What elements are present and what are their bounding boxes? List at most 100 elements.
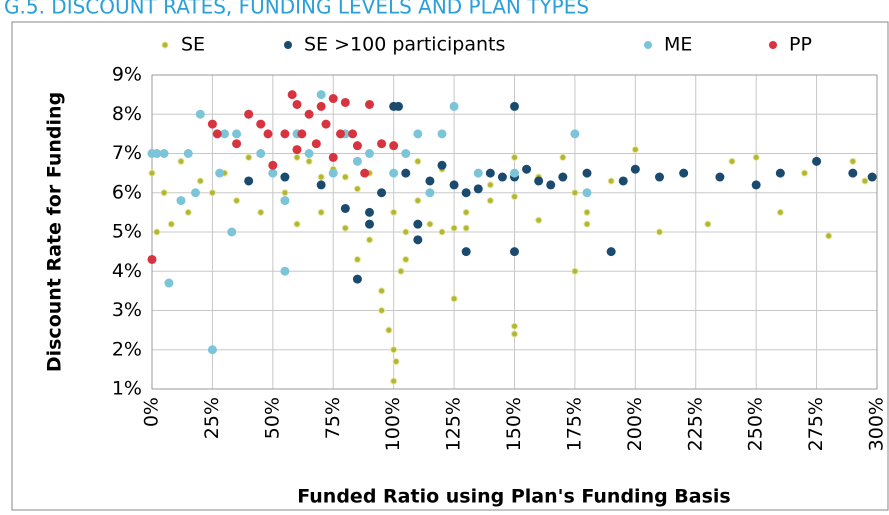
point bbox=[582, 168, 592, 178]
point bbox=[392, 358, 400, 366]
point bbox=[164, 278, 174, 288]
point bbox=[184, 208, 192, 216]
point bbox=[546, 180, 556, 190]
point bbox=[378, 287, 386, 295]
x-tick-label: 150% bbox=[503, 397, 525, 451]
point bbox=[244, 176, 254, 186]
point bbox=[233, 197, 241, 205]
point bbox=[377, 188, 387, 198]
point bbox=[153, 228, 161, 236]
point bbox=[486, 181, 494, 189]
point bbox=[535, 216, 543, 224]
point bbox=[776, 208, 784, 216]
point bbox=[630, 164, 640, 174]
point bbox=[812, 156, 822, 166]
point bbox=[281, 189, 289, 197]
point bbox=[196, 177, 204, 185]
point bbox=[348, 129, 358, 139]
point bbox=[715, 172, 725, 182]
point bbox=[450, 295, 458, 303]
point bbox=[220, 129, 229, 139]
point bbox=[848, 168, 858, 178]
point bbox=[461, 188, 471, 198]
point bbox=[473, 184, 483, 194]
point bbox=[385, 326, 393, 334]
x-tick-label: 100% bbox=[382, 397, 404, 451]
x-tick-label: 125% bbox=[443, 397, 465, 451]
point bbox=[485, 168, 495, 178]
point bbox=[365, 99, 374, 109]
point bbox=[414, 157, 422, 165]
point bbox=[353, 185, 361, 193]
y-tick-label: 7% bbox=[112, 142, 142, 164]
x-tick-label: 25% bbox=[201, 397, 223, 439]
point bbox=[227, 227, 237, 237]
point bbox=[571, 267, 579, 275]
point bbox=[559, 153, 567, 161]
point bbox=[511, 322, 518, 330]
chart-title: G.5. DISCOUNT RATES, FUNDING LEVELS AND … bbox=[4, 0, 589, 19]
point bbox=[511, 330, 518, 338]
point bbox=[316, 180, 326, 190]
point bbox=[353, 255, 361, 263]
point bbox=[397, 267, 405, 275]
point bbox=[390, 346, 398, 354]
point bbox=[583, 220, 591, 228]
legend-label: SE >100 participants bbox=[304, 34, 505, 56]
point bbox=[176, 196, 186, 206]
point bbox=[311, 139, 321, 149]
point bbox=[293, 153, 301, 161]
point bbox=[304, 109, 314, 119]
point bbox=[849, 157, 857, 165]
point bbox=[583, 208, 591, 216]
point bbox=[183, 149, 193, 158]
point bbox=[148, 169, 156, 177]
point bbox=[401, 168, 411, 178]
point bbox=[195, 109, 205, 119]
y-tick-label: 1% bbox=[112, 378, 142, 400]
point bbox=[377, 139, 387, 149]
point bbox=[316, 90, 326, 100]
plot-frame bbox=[151, 74, 878, 390]
point bbox=[752, 153, 760, 161]
point bbox=[207, 119, 217, 129]
point bbox=[473, 168, 483, 178]
point bbox=[215, 168, 225, 178]
point bbox=[425, 188, 435, 198]
point bbox=[390, 208, 398, 216]
point bbox=[328, 94, 338, 104]
point bbox=[268, 168, 278, 178]
point bbox=[191, 188, 200, 198]
point bbox=[801, 169, 808, 177]
point bbox=[679, 168, 689, 178]
point bbox=[497, 172, 507, 182]
point bbox=[341, 173, 349, 181]
point bbox=[305, 157, 313, 165]
point bbox=[449, 101, 459, 111]
x-tick-label: 225% bbox=[684, 397, 706, 451]
point bbox=[212, 129, 222, 139]
legend-label: ME bbox=[664, 34, 692, 56]
point bbox=[317, 208, 325, 216]
x-tick-label: 0% bbox=[141, 397, 163, 427]
point bbox=[297, 129, 307, 139]
point bbox=[522, 164, 532, 174]
point bbox=[365, 149, 374, 158]
point bbox=[341, 224, 349, 232]
point bbox=[293, 220, 301, 228]
x-tick-label: 50% bbox=[261, 397, 283, 439]
y-tick-label: 5% bbox=[112, 221, 142, 243]
point bbox=[159, 149, 169, 158]
point bbox=[462, 224, 470, 232]
y-tick-label: 9% bbox=[112, 64, 142, 86]
point bbox=[304, 149, 314, 158]
point bbox=[510, 247, 519, 257]
point bbox=[336, 129, 345, 139]
point bbox=[426, 220, 434, 228]
x-tick-label: 275% bbox=[805, 397, 827, 451]
point bbox=[280, 196, 290, 206]
x-tick-label: 175% bbox=[563, 397, 585, 451]
point bbox=[280, 129, 290, 139]
point bbox=[167, 220, 175, 228]
